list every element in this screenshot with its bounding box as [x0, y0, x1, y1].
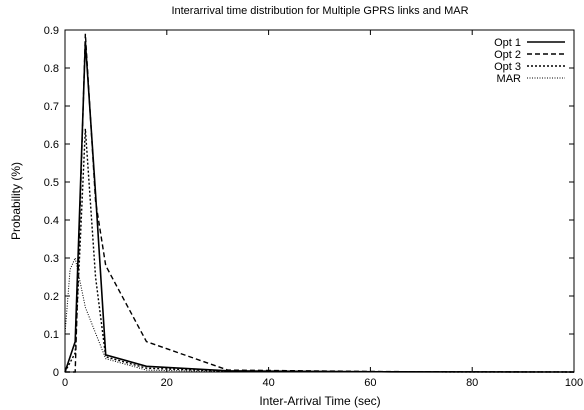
- chart-title: Interarrival time distribution for Multi…: [171, 5, 468, 17]
- y-tick-label: 0: [53, 367, 59, 379]
- legend-label: Opt 1: [494, 37, 521, 49]
- y-tick-label: 0.7: [44, 101, 59, 113]
- y-axis-label: Probability (%): [9, 162, 23, 240]
- y-tick-label: 0.6: [44, 139, 59, 151]
- y-tick-label: 0.5: [44, 177, 59, 189]
- legend-label: Opt 3: [494, 61, 521, 73]
- y-tick-label: 0.9: [44, 25, 59, 37]
- series-line-2: [65, 33, 575, 373]
- x-axis-label: Inter-Arrival Time (sec): [259, 394, 380, 408]
- series-line-1: [64, 41, 575, 373]
- x-tick-label: 80: [466, 377, 478, 389]
- y-tick-label: 0.3: [44, 253, 59, 265]
- x-tick-label: 40: [262, 377, 274, 389]
- series-line-3: [64, 128, 575, 373]
- y-tick-label: 0.1: [44, 329, 59, 341]
- x-tick-label: 0: [62, 377, 68, 389]
- legend-label: Opt 2: [494, 49, 521, 61]
- x-tick-label: 60: [364, 377, 376, 389]
- y-tick-label: 0.8: [44, 63, 59, 75]
- series-lines: [64, 33, 575, 373]
- y-tick-label: 0.4: [44, 215, 59, 227]
- legend-label: MAR: [497, 73, 522, 85]
- series-line-4: [64, 256, 575, 373]
- x-tick-label: 20: [161, 377, 173, 389]
- y-tick-label: 0.2: [44, 291, 59, 303]
- x-tick-label: 100: [565, 377, 583, 389]
